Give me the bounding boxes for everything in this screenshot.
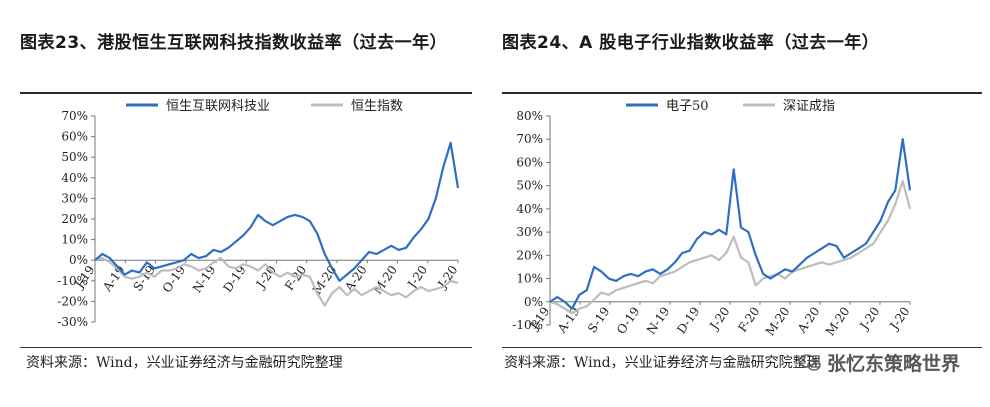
legend-label: 电子50 <box>666 99 709 114</box>
source-divider <box>20 347 472 348</box>
y-tick-label: 30% <box>61 191 88 205</box>
legend-label: 恒生互联网科技业 <box>166 99 270 114</box>
y-tick-label: 30% <box>516 225 543 239</box>
y-tick-label: -10% <box>57 274 88 288</box>
source-note: 资料来源：Wind，兴业证券经济与金融研究院整理 <box>504 355 821 371</box>
y-tick-label: 0% <box>69 253 88 267</box>
x-tick-label: F-20 <box>735 304 762 334</box>
series-line <box>94 257 459 307</box>
series-line <box>549 138 912 310</box>
y-tick-label: 40% <box>516 202 543 216</box>
title-divider <box>20 92 472 94</box>
watermark-text: 张忆东策略世界 <box>826 353 960 375</box>
series-line <box>549 179 912 315</box>
x-tick-label: O-19 <box>614 304 642 336</box>
y-tick-label: 70% <box>61 109 88 123</box>
y-tick-label: 20% <box>516 248 543 262</box>
watermark: 张忆东策略世界 <box>798 349 960 376</box>
y-tick-label: -10% <box>512 318 543 332</box>
y-tick-label: 20% <box>61 212 88 226</box>
y-tick-label: 70% <box>516 132 543 146</box>
x-tick-label: J-20 <box>886 304 912 333</box>
y-tick-label: 40% <box>61 171 88 185</box>
y-tick-label: 80% <box>516 109 543 123</box>
title-divider <box>502 92 982 94</box>
x-tick-label: N-19 <box>644 304 673 336</box>
legend-label: 深证成指 <box>783 99 835 114</box>
x-tick-label: O-19 <box>160 263 188 295</box>
x-tick-label: J-20 <box>252 263 278 292</box>
chart-panel-right: 图表24、A 股电子行业指数收益率（过去一年） -10% 0% 10% 20% 30% 4… <box>498 0 988 407</box>
series-line <box>94 141 460 282</box>
line-chart: -30% -20% -10% 0% 10% 20% 30% 40% 50% 60% 70% J-19 A… <box>57 99 460 329</box>
chart-title: 图表24、A 股电子行业指数收益率（过去一年） <box>502 33 880 53</box>
y-tick-label: -20% <box>57 294 88 308</box>
source-divider <box>502 347 982 348</box>
chart-title: 图表23、港股恒生互联网科技指数收益率（过去一年） <box>20 33 448 53</box>
chart-panel-left: 图表23、港股恒生互联网科技指数收益率（过去一年） -30% -20% -10% 0%… <box>0 0 490 407</box>
y-tick-label: 60% <box>516 155 543 169</box>
wechat-icon <box>798 353 821 371</box>
x-tick-label: F-20 <box>282 263 309 293</box>
y-tick-label: 10% <box>61 233 88 247</box>
y-tick-label: 50% <box>61 150 88 164</box>
legend-label: 恒生指数 <box>351 99 403 114</box>
x-tick-label: S-19 <box>585 304 613 335</box>
y-tick-label: -30% <box>57 315 88 329</box>
x-tick-label: J-20 <box>404 263 430 292</box>
x-tick-label: A-20 <box>794 304 822 336</box>
y-tick-label: 50% <box>516 179 543 193</box>
y-tick-label: 10% <box>516 272 543 286</box>
x-tick-label: D-19 <box>674 304 702 336</box>
y-tick-label: 0% <box>524 295 543 309</box>
x-tick-label: M-20 <box>823 304 853 338</box>
x-tick-label: J-20 <box>706 304 732 333</box>
line-chart: -10%0%10%20%30%40%50%60%70%80%J-19 A-19 S-… <box>512 99 912 338</box>
source-note: 资料来源：Wind，兴业证券经济与金融研究院整理 <box>26 355 343 371</box>
x-tick-label: A-19 <box>100 263 128 295</box>
x-tick-label: M-20 <box>763 304 793 338</box>
x-tick-label: J-20 <box>856 304 882 333</box>
x-tick-label: J-19 <box>71 263 97 292</box>
y-tick-label: 60% <box>61 130 88 144</box>
